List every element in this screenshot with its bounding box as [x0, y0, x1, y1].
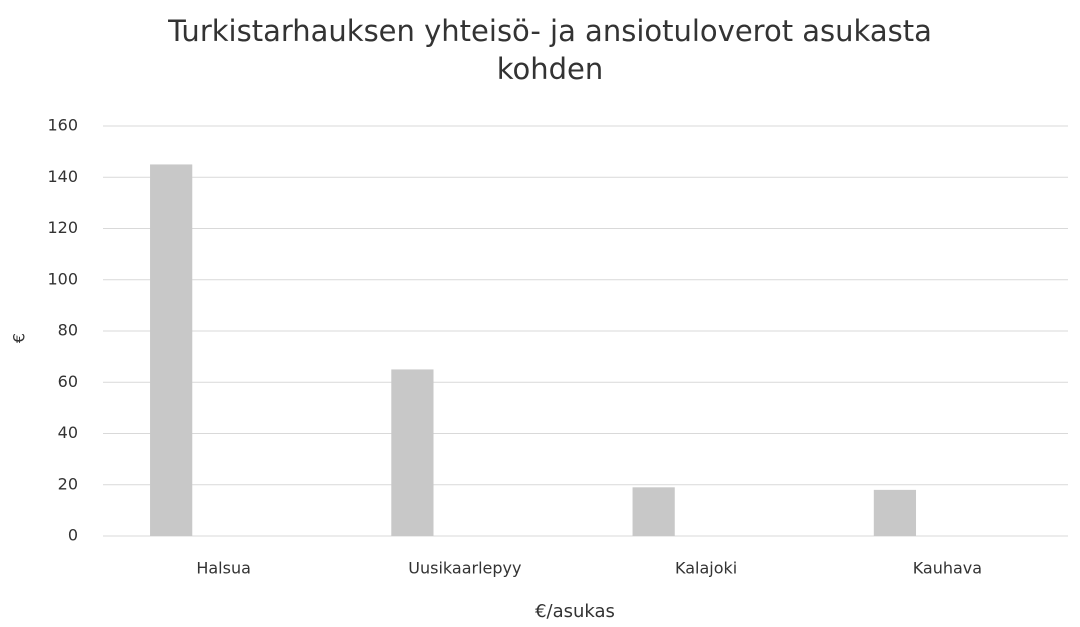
chart-title: Turkistarhauksen yhteisö- ja ansiotulove… [168, 14, 932, 86]
y-tick-label: 20 [58, 474, 78, 493]
y-tick-label: 60 [58, 372, 78, 391]
x-tick-label: Halsua [196, 559, 251, 578]
y-tick-label: 0 [68, 526, 78, 545]
bar [150, 164, 193, 536]
y-tick-label: 100 [47, 269, 78, 288]
y-tick-label: 120 [47, 218, 78, 237]
y-tick-label: 160 [47, 116, 78, 135]
y-tick-label: 40 [58, 423, 78, 442]
x-tick-label: Uusikaarlepyy [408, 559, 521, 578]
x-axis-label: €/asukas [535, 601, 615, 622]
bar [391, 369, 434, 536]
bar [873, 489, 917, 536]
bar [632, 487, 675, 536]
x-tick-label: Kauhava [913, 559, 982, 578]
y-axis-label: € [10, 333, 29, 343]
x-tick-label: Kalajoki [675, 559, 737, 578]
y-tick-label: 140 [47, 167, 78, 186]
y-tick-label: 80 [58, 321, 78, 340]
